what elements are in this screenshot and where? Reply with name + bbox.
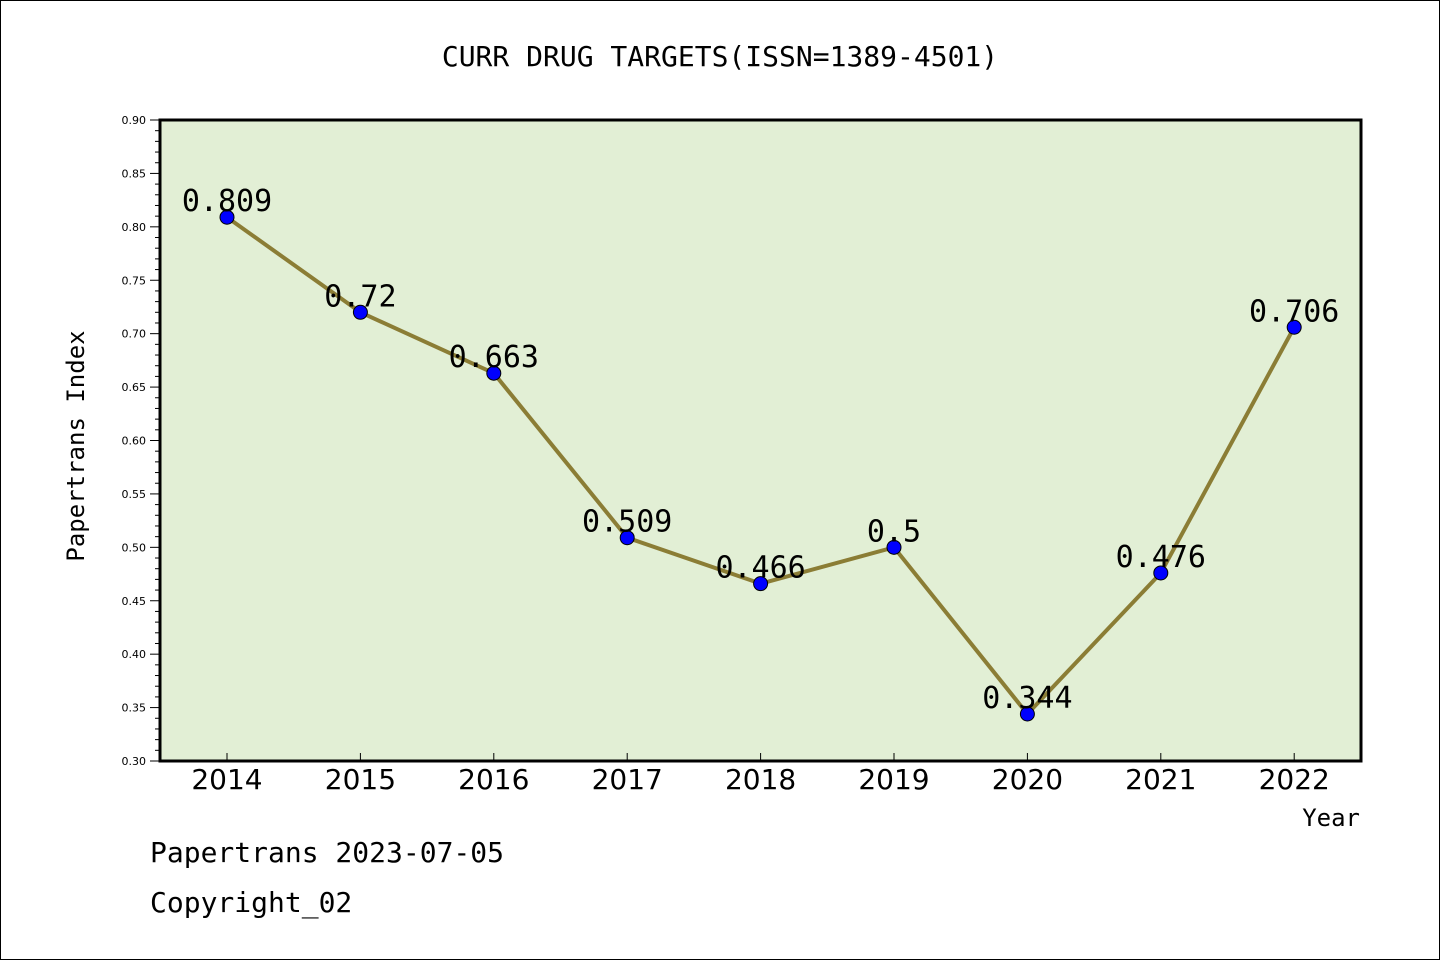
y-tick-label: 0.65 (122, 381, 147, 394)
data-point-2014 (219, 209, 235, 225)
y-tick-label: 0.80 (122, 221, 147, 234)
x-tick-label: 2018 (725, 763, 796, 796)
data-point-2021 (1153, 565, 1169, 581)
x-tick-label: 2019 (858, 763, 929, 796)
footer-copyright: Copyright_02 (150, 886, 353, 919)
y-tick-label: 0.75 (122, 274, 147, 287)
x-tick-label: 2022 (1259, 763, 1330, 796)
data-label: 0.663 (449, 340, 539, 375)
y-tick-label: 0.50 (122, 541, 147, 554)
data-point-2018 (753, 576, 769, 592)
x-tick-label: 2017 (592, 763, 663, 796)
data-point-2020 (1019, 706, 1035, 722)
y-tick-label: 0.90 (122, 114, 147, 127)
x-tick-label: 2015 (325, 763, 396, 796)
data-label: 0.476 (1116, 540, 1206, 575)
y-tick-label: 0.60 (122, 435, 147, 448)
data-point-2016 (486, 365, 502, 381)
x-tick-label: 2021 (1125, 763, 1196, 796)
data-label: 0.5 (867, 514, 921, 549)
y-tick-label: 0.40 (122, 648, 147, 661)
data-point-2019 (886, 539, 902, 555)
x-tick-label: 2014 (191, 763, 262, 796)
y-tick-label: 0.70 (122, 328, 147, 341)
data-label: 0.509 (582, 505, 672, 540)
y-tick-label: 0.30 (122, 755, 147, 768)
data-labels: 0.809 0.72 0.663 0.509 0.466 0.5 0.344 0.476 0.7… (182, 184, 1340, 716)
plot-area (158, 118, 1363, 763)
y-axis-label: Papertrans Index (62, 330, 90, 561)
data-label: 0.466 (715, 551, 805, 586)
data-label: 0.72 (324, 279, 396, 314)
data-label: 0.344 (982, 681, 1072, 716)
y-tick-label: 0.85 (122, 167, 147, 180)
x-axis-label: Year (1302, 804, 1360, 832)
x-tick-label: 2020 (992, 763, 1063, 796)
footer-date: Papertrans 2023-07-05 (150, 836, 505, 869)
x-tick-label: 2016 (458, 763, 529, 796)
data-points (219, 209, 1302, 722)
y-axis: 0.30 0.35 0.40 0.45 0.50 0.55 0.60 0.65 0.70 0.75… (122, 114, 160, 768)
y-tick-label: 0.55 (122, 488, 147, 501)
data-point-2022 (1286, 319, 1302, 335)
chart-title: CURR DRUG TARGETS(ISSN=1389-4501) (442, 40, 998, 73)
data-point-2015 (352, 304, 368, 320)
data-label: 0.809 (182, 184, 272, 219)
y-tick-label: 0.45 (122, 595, 147, 608)
x-axis: 2014 2015 2016 2017 2018 2019 2020 2021 2022 (191, 753, 1330, 796)
data-point-2017 (619, 530, 635, 546)
data-label: 0.706 (1249, 294, 1339, 329)
y-tick-label: 0.35 (122, 702, 147, 715)
